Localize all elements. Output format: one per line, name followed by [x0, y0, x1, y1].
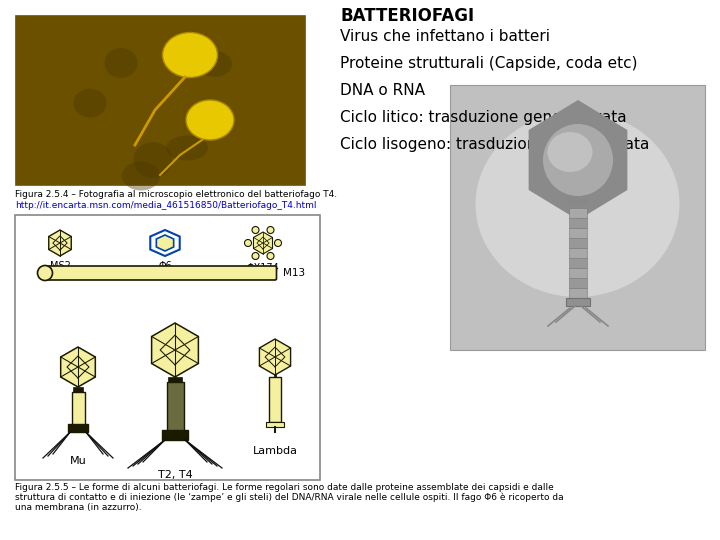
Bar	[166, 382, 184, 430]
Ellipse shape	[73, 89, 107, 118]
Ellipse shape	[252, 253, 259, 260]
Text: Figura 2.5.4 – Fotografia al microscopio elettronico del batteriofago T4.: Figura 2.5.4 – Fotografia al microscopio…	[15, 190, 337, 199]
Polygon shape	[60, 347, 95, 387]
Bar	[68, 424, 88, 432]
Bar	[569, 258, 587, 268]
Bar	[569, 228, 587, 238]
Ellipse shape	[37, 266, 53, 280]
Text: struttura di contatto e di iniezione (le ‘zampe’ e gli steli) del DNA/RNA virale: struttura di contatto e di iniezione (le…	[15, 493, 564, 503]
Ellipse shape	[267, 253, 274, 260]
Ellipse shape	[274, 240, 282, 246]
Text: BATTERIOFAGI: BATTERIOFAGI	[340, 7, 474, 25]
Bar	[569, 268, 587, 278]
Text: T2, T4: T2, T4	[158, 470, 192, 480]
Text: Mu: Mu	[70, 456, 86, 466]
Text: DNA o RNA: DNA o RNA	[340, 83, 425, 98]
Bar	[569, 208, 587, 218]
Ellipse shape	[186, 100, 234, 140]
Bar	[569, 238, 587, 248]
Bar	[569, 248, 587, 258]
Bar	[269, 377, 281, 422]
Bar	[73, 387, 84, 392]
Polygon shape	[253, 232, 273, 254]
Ellipse shape	[547, 132, 593, 172]
Text: Φ6: Φ6	[158, 261, 172, 271]
Text: Ciclo lisogeno: trasduzione specializzata: Ciclo lisogeno: trasduzione specializzat…	[340, 137, 649, 152]
Bar	[15, 15, 305, 185]
Bar	[450, 85, 705, 350]
Ellipse shape	[122, 161, 160, 191]
Ellipse shape	[252, 226, 259, 233]
Text: M13: M13	[283, 268, 305, 278]
Bar	[569, 218, 587, 228]
Text: Lambda: Lambda	[253, 446, 297, 456]
Bar	[266, 422, 284, 427]
Polygon shape	[152, 323, 199, 377]
Text: ΦX174: ΦX174	[247, 263, 279, 273]
Text: http://it.encarta.msn.com/media_461516850/Batteriofago_T4.html: http://it.encarta.msn.com/media_46151685…	[15, 201, 317, 210]
Bar	[162, 430, 188, 440]
FancyBboxPatch shape	[43, 266, 276, 280]
Ellipse shape	[104, 48, 138, 78]
Text: Figura 2.5.5 – Le forme di alcuni batteriofagi. Le forme regolari sono date dall: Figura 2.5.5 – Le forme di alcuni batter…	[15, 483, 554, 492]
Bar	[168, 377, 181, 382]
Ellipse shape	[133, 142, 173, 178]
Bar	[569, 288, 587, 298]
Bar	[71, 392, 84, 424]
Polygon shape	[528, 100, 627, 220]
Polygon shape	[259, 339, 291, 375]
Ellipse shape	[245, 240, 251, 246]
Ellipse shape	[543, 124, 613, 196]
Bar	[566, 298, 590, 306]
Text: una membrana (in azzurro).: una membrana (in azzurro).	[15, 503, 142, 512]
Ellipse shape	[475, 111, 680, 297]
Polygon shape	[150, 230, 180, 256]
Bar	[15, 215, 320, 480]
Bar	[569, 278, 587, 288]
Text: Proteine strutturali (Capside, coda etc): Proteine strutturali (Capside, coda etc)	[340, 56, 637, 71]
Ellipse shape	[163, 32, 217, 78]
Text: Ciclo litico: trasduzione generalizzata: Ciclo litico: trasduzione generalizzata	[340, 110, 626, 125]
Text: MS2: MS2	[50, 261, 71, 271]
Polygon shape	[49, 230, 71, 256]
Ellipse shape	[198, 51, 232, 77]
Ellipse shape	[166, 136, 208, 160]
Text: Virus che infettano i batteri: Virus che infettano i batteri	[340, 29, 550, 44]
Ellipse shape	[267, 226, 274, 233]
Polygon shape	[156, 235, 174, 251]
